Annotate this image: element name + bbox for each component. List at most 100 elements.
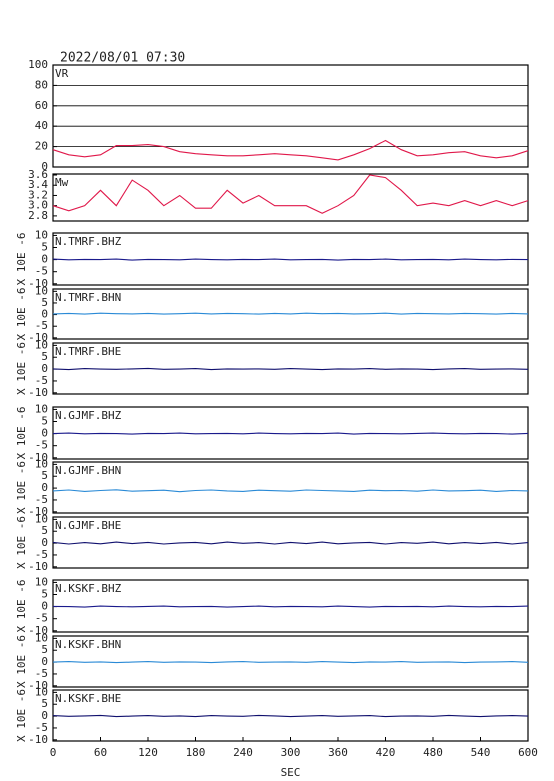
y-tick-label: 0 — [41, 308, 48, 321]
y-tick-label: 0 — [41, 253, 48, 266]
y-tick-label: 10 — [35, 631, 48, 644]
y-axis-label: X 10E -6 — [15, 516, 28, 569]
panel-label: N.GJMF.BHE — [55, 519, 121, 532]
y-tick-label: -5 — [35, 319, 48, 332]
y-tick-label: -10 — [28, 733, 48, 746]
y-tick-label: 0 — [41, 600, 48, 613]
panel-frame — [52, 406, 529, 460]
panel-label: VR — [55, 67, 69, 80]
y-tick-label: -10 — [28, 451, 48, 464]
y-tick-label: -10 — [28, 679, 48, 692]
panel-label: N.TMRF.BHZ — [55, 235, 122, 248]
y-tick-label: 0 — [41, 536, 48, 549]
y-tick-label: -5 — [35, 667, 48, 680]
trace — [52, 139, 529, 161]
panel-label: N.TMRF.BHN — [55, 291, 121, 304]
y-tick-label: 3.2 — [28, 188, 48, 201]
y-tick-label: -10 — [28, 386, 48, 399]
trace — [52, 174, 529, 214]
x-axis-label: SEC — [281, 766, 301, 779]
y-tick-label: 5 — [41, 697, 48, 710]
x-tick-label: 420 — [376, 746, 396, 759]
y-tick-label: 5 — [41, 241, 48, 254]
y-axis-label: X 10E -6 — [15, 288, 28, 341]
y-tick-label: 60 — [35, 99, 48, 112]
y-tick-label: 5 — [41, 415, 48, 428]
y-tick-label: 3.6 — [28, 168, 48, 181]
y-tick-label: 20 — [35, 140, 48, 153]
y-tick-label: -10 — [28, 331, 48, 344]
y-tick-label: 3.0 — [28, 199, 48, 212]
y-axis-label: X 10E -6 — [15, 461, 28, 514]
panel-label: N.GJMF.BHN — [55, 464, 121, 477]
trace — [52, 605, 529, 608]
y-tick-label: 10 — [35, 338, 48, 351]
trace — [52, 432, 529, 435]
panel-label: N.GJMF.BHZ — [55, 409, 122, 422]
y-tick-label: -10 — [28, 505, 48, 518]
y-axis-label: X 10E -6 — [15, 689, 28, 742]
y-tick-label: 0 — [41, 709, 48, 722]
y-tick-label: 5 — [41, 350, 48, 363]
x-tick-label: 480 — [423, 746, 443, 759]
y-tick-label: 0 — [41, 160, 48, 173]
y-tick-label: 10 — [35, 228, 48, 241]
y-tick-label: 5 — [41, 524, 48, 537]
panel-frame — [52, 232, 529, 286]
y-tick-label: -10 — [28, 624, 48, 637]
y-axis-label: X 10E -6 — [15, 407, 28, 460]
panel-frame — [52, 342, 529, 395]
panel-label: N.KSKF.BHN — [55, 638, 121, 651]
trace — [52, 661, 529, 664]
x-tick-label: 120 — [138, 746, 158, 759]
y-axis-label: X 10E -6 — [15, 580, 28, 633]
y-tick-label: 5 — [41, 296, 48, 309]
panel-frame — [52, 635, 529, 688]
x-tick-label: 300 — [281, 746, 301, 759]
y-tick-label: -5 — [35, 439, 48, 452]
y-axis-label: X 10E -6 — [15, 233, 28, 286]
panel-frame — [52, 173, 529, 222]
panel-label: N.TMRF.BHE — [55, 345, 121, 358]
panel-frame — [52, 461, 529, 514]
y-tick-label: 10 — [35, 457, 48, 470]
y-tick-label: -5 — [35, 265, 48, 278]
y-tick-label: 5 — [41, 643, 48, 656]
x-tick-label: 180 — [186, 746, 206, 759]
x-tick-label: 600 — [518, 746, 538, 759]
y-tick-label: 10 — [35, 284, 48, 297]
x-tick-label: 540 — [471, 746, 491, 759]
y-tick-label: 0 — [41, 362, 48, 375]
y-tick-label: -5 — [35, 612, 48, 625]
y-tick-label: 80 — [35, 78, 48, 91]
y-tick-label: -5 — [35, 721, 48, 734]
y-tick-label: 10 — [35, 402, 48, 415]
y-tick-label: -5 — [35, 493, 48, 506]
panel-label: Mw — [55, 176, 69, 189]
panel-label: N.KSKF.BHZ — [55, 582, 122, 595]
y-tick-label: 100 — [28, 58, 48, 71]
trace — [52, 541, 529, 545]
y-tick-label: -5 — [35, 548, 48, 561]
panel-frame — [52, 579, 529, 633]
y-tick-label: 0 — [41, 655, 48, 668]
panel-frame — [52, 288, 529, 340]
y-tick-label: 5 — [41, 588, 48, 601]
trace — [52, 367, 529, 371]
y-tick-label: -10 — [28, 277, 48, 290]
chart-title: 2022/08/01 07:30 — [60, 51, 185, 66]
x-tick-label: 60 — [94, 746, 107, 759]
y-tick-label: 10 — [35, 685, 48, 698]
trace — [52, 312, 529, 315]
y-tick-label: 3.4 — [28, 178, 48, 191]
x-tick-label: 240 — [233, 746, 253, 759]
y-tick-label: 40 — [35, 119, 48, 132]
y-axis-label: X 10E -6 — [15, 342, 28, 395]
x-tick-label: 0 — [50, 746, 57, 759]
y-tick-label: 10 — [35, 575, 48, 588]
y-tick-label: 10 — [35, 512, 48, 525]
y-tick-label: -10 — [28, 560, 48, 573]
trace — [52, 258, 529, 261]
y-axis-label: X 10E -6 — [15, 635, 28, 688]
